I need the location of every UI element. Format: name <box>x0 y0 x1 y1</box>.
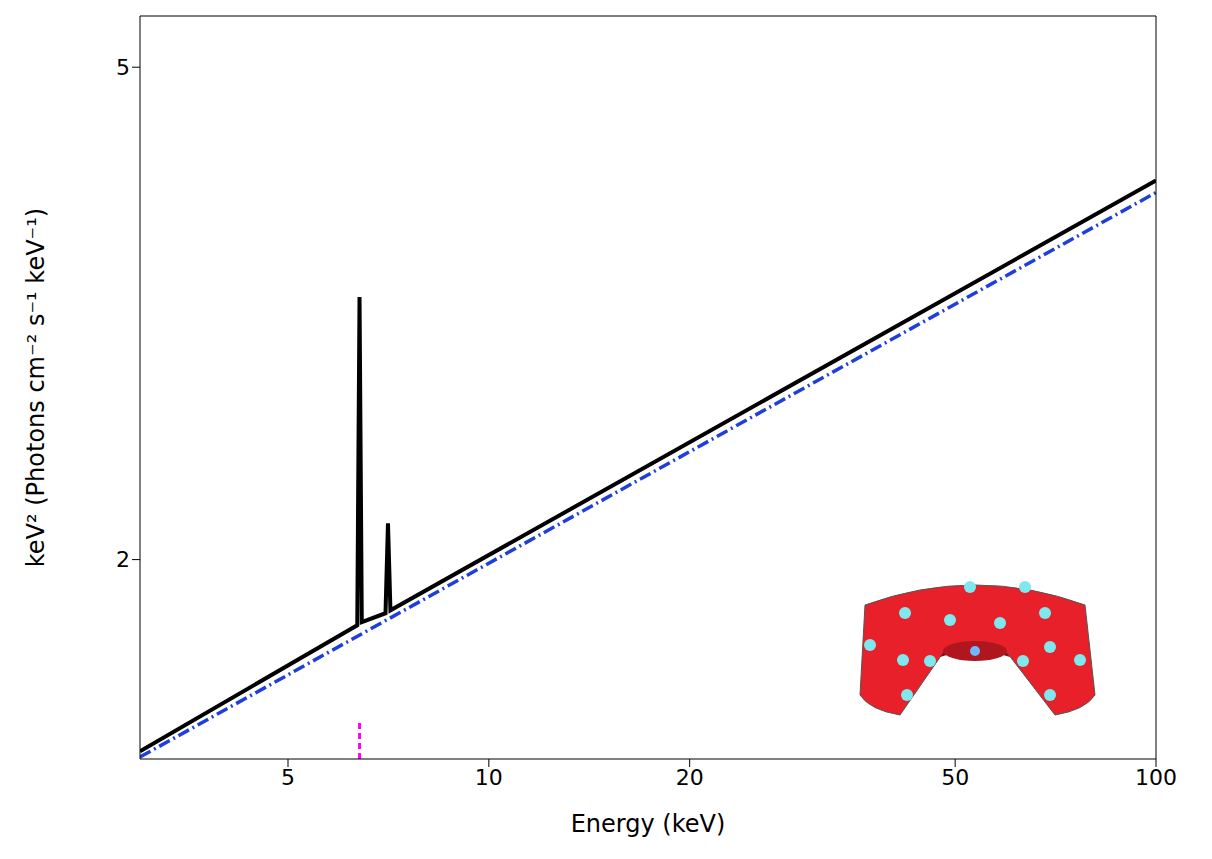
svg-text:10: 10 <box>475 765 503 790</box>
svg-text:100: 100 <box>1135 765 1177 790</box>
svg-text:50: 50 <box>941 765 969 790</box>
svg-text:5: 5 <box>281 765 295 790</box>
svg-text:20: 20 <box>676 765 704 790</box>
svg-text:keV² (Photons cm⁻² s⁻¹ keV⁻¹): keV² (Photons cm⁻² s⁻¹ keV⁻¹) <box>22 208 50 567</box>
svg-text:Energy (keV): Energy (keV) <box>571 810 726 838</box>
svg-text:5: 5 <box>116 55 130 80</box>
svg-text:2: 2 <box>116 547 130 572</box>
